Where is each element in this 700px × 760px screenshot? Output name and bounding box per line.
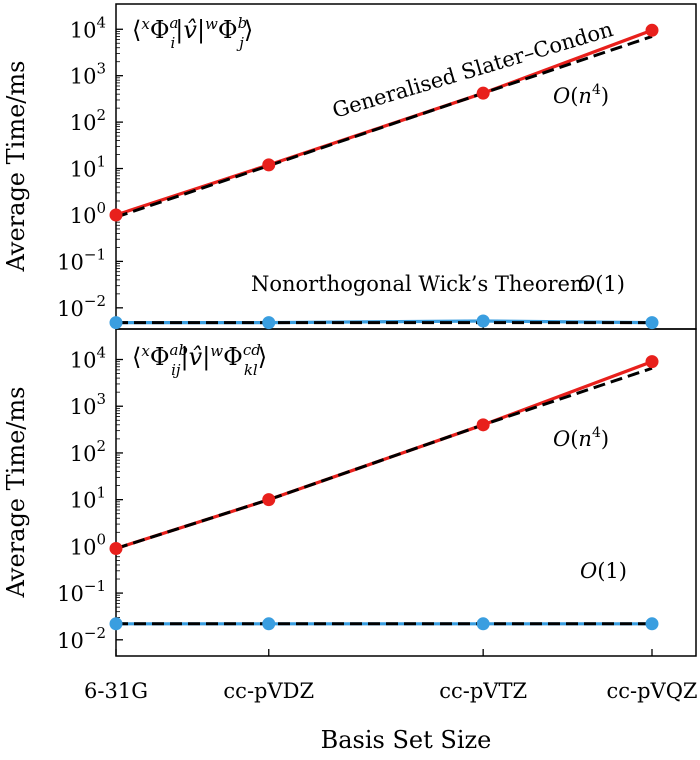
bottom-y-tick-label-4: 100: [70, 530, 106, 559]
bottom-series-0-point-1: [262, 493, 276, 507]
top-series-1-point-1: [262, 316, 276, 330]
bottom-y-axis-label: Average Time/ms: [2, 387, 30, 599]
top-series-1-point-3: [645, 316, 659, 330]
top-series-1-point-2: [476, 314, 490, 328]
bottom-series-1-point-0: [109, 617, 123, 631]
top-y-tick-label-2: 102: [70, 106, 106, 135]
bottom-y-tick-label-0: 104: [70, 344, 106, 373]
x-tick-label-2: cc-pVTZ: [439, 679, 527, 703]
bottom-on4-label: O(n4): [553, 425, 609, 451]
top-fit-line-0: [115, 35, 653, 219]
bottom-y-tick-label-2: 102: [70, 437, 106, 466]
bottom-y-tick-label-6: 10−2: [57, 624, 106, 653]
bottom-series-line-0: [115, 360, 653, 551]
bottom-series-1-point-2: [476, 617, 490, 631]
top-panel-series: [109, 23, 659, 330]
x-axis-label: Basis Set Size: [321, 726, 492, 754]
bottom-series-0-point-0: [109, 542, 123, 556]
top-y-axis-label: Average Time/ms: [2, 61, 30, 273]
top-y-tick-label-6: 10−2: [57, 292, 106, 321]
top-series-0-point-2: [476, 86, 490, 100]
top-on4-label: O(n4): [553, 82, 609, 108]
top-panel-y-ticks: 104 103 102 101 100 10−1 10−2: [57, 13, 653, 329]
top-series-line-0: [115, 28, 653, 217]
bottom-panel-frame: [115, 328, 697, 657]
top-o1-label: O(1): [578, 272, 625, 296]
top-y-tick-label-5: 10−1: [57, 245, 106, 274]
top-panel-title: ⟨xΦa i|v̂|wΦb j⟩: [132, 14, 253, 52]
top-y-tick-label-0: 104: [70, 13, 106, 42]
bottom-y-tick-label-1: 103: [70, 390, 106, 419]
bottom-panel-series: [109, 355, 659, 631]
top-series-0-point-1: [262, 158, 276, 172]
top-series-1-point-0: [109, 316, 123, 330]
top-y-tick-label-3: 101: [70, 153, 106, 182]
bottom-series-1-point-3: [645, 617, 659, 631]
bottom-y-tick-label-5: 10−1: [57, 577, 106, 606]
x-tick-label-1: cc-pVDZ: [223, 679, 314, 703]
bottom-o1-label: O(1): [580, 559, 627, 583]
x-tick-label-3: cc-pVQZ: [606, 679, 697, 703]
bottom-y-tick-label-3: 101: [70, 484, 106, 513]
bottom-panel-y-ticks: 104 103 102 101 100 10−1 10−2: [57, 344, 653, 656]
bottom-series-1-point-1: [262, 617, 276, 631]
top-series-0-point-0: [109, 208, 123, 222]
bottom-fit-line-0: [115, 366, 653, 550]
wick-theorem-label: Nonorthogonal Wick’s Theorem: [251, 272, 590, 296]
top-y-tick-label-4: 100: [70, 199, 106, 228]
bottom-panel-title: ⟨xΦab ij|v̂|wΦcd kl⟩: [132, 341, 267, 379]
bottom-series-0-point-3: [645, 355, 659, 369]
x-tick-label-0: 6-31G: [84, 679, 148, 703]
top-series-0-point-3: [645, 23, 659, 37]
top-y-tick-label-1: 103: [70, 60, 106, 89]
x-axis-ticks: 6-31G cc-pVDZ cc-pVTZ cc-pVQZ: [84, 679, 698, 703]
bottom-series-0-point-2: [476, 418, 490, 432]
